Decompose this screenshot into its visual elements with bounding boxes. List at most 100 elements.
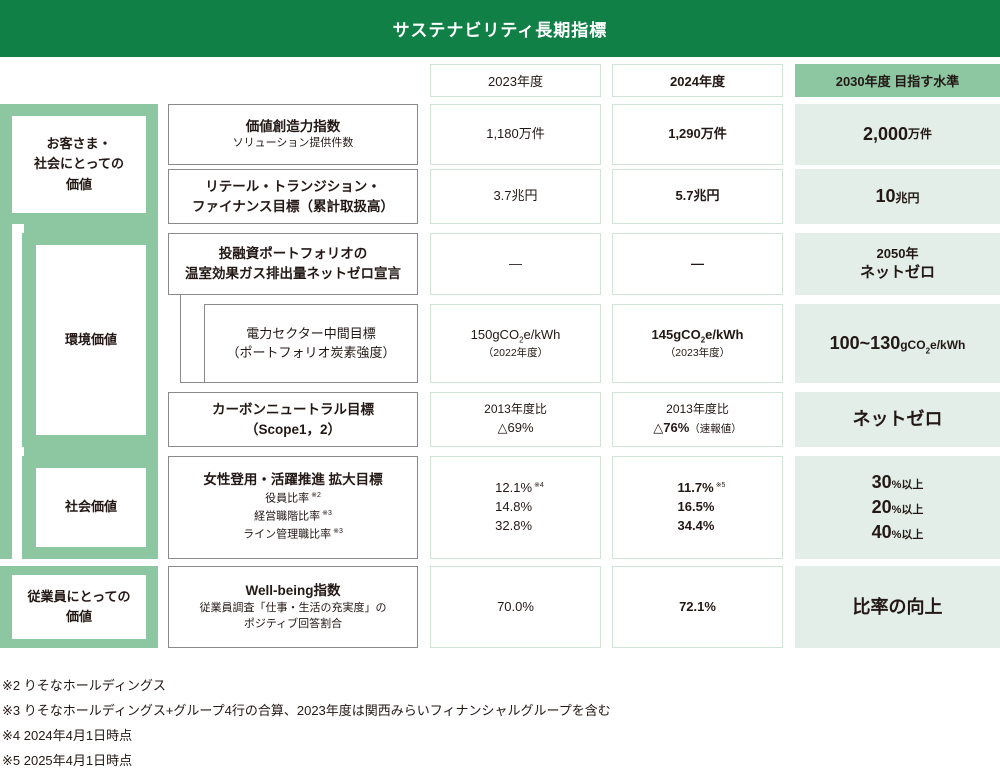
indicator-name: 価値創造力指数	[245, 118, 341, 134]
column-header-2024: 2024年度	[612, 64, 783, 97]
value-subscript: 2	[519, 335, 524, 345]
category-environment: 環境価値	[36, 245, 146, 435]
value-subscript: 2	[700, 335, 706, 345]
value-note: （2022年度）	[482, 346, 549, 359]
indicator-carbon-neutral: カーボンニュートラル目標 （Scope1，2）	[168, 392, 418, 447]
target-carbon-neutral: ネットゼロ	[795, 392, 1000, 447]
target-number: 2,000	[862, 124, 909, 145]
footnote-2: ※2 りそなホールディングス	[2, 678, 166, 693]
value-2023-power-sector: 150gCO2e/kWh （2022年度）	[430, 304, 601, 383]
category-customer-line-1: お客さま・	[46, 136, 112, 152]
indicator-name-line-1: カーボンニュートラル目標	[212, 401, 374, 417]
target-retail-transition: 10兆円	[795, 169, 1000, 224]
value-2024-power-sector: 145gCO2e/kWh （2023年度）	[612, 304, 783, 383]
target-unit: %以上	[891, 529, 924, 542]
target-number: 30	[871, 471, 892, 492]
indicator-name-line-2: 温室効果ガス排出量ネットゼロ宣言	[185, 266, 401, 281]
value-2024-wellbeing: 72.1%	[612, 566, 783, 648]
band-inner-gap	[12, 224, 24, 559]
value-2024-carbon-neutral: 2013年度比 △76%（速報値）	[612, 392, 783, 447]
page-title: サステナビリティ長期指標	[0, 0, 1000, 57]
value-executive: 11.7%	[677, 480, 714, 496]
target-unit: 兆円	[895, 191, 920, 206]
target-portfolio-netzero: 2050年 ネットゼロ	[795, 233, 1000, 295]
value-2024-value-creation: 1,290万件	[612, 104, 783, 165]
indicator-name-line-1: 電力セクター中間目標	[246, 325, 376, 341]
footnote-mark: ※2	[311, 491, 321, 499]
value-management: 14.8%	[495, 499, 533, 515]
indicator-name: Well-being指数	[245, 583, 341, 599]
indicator-value-creation: 価値創造力指数 ソリューション提供件数	[168, 104, 418, 165]
value-line-manager: 34.4%	[677, 517, 715, 533]
value-note: （2023年度）	[664, 346, 731, 359]
footnote-5: ※5 2025年4月1日時点	[2, 753, 133, 768]
indicator-retail-transition: リテール・トランジション・ ファイナンス目標（累計取扱高）	[168, 169, 418, 224]
sub-indicator-connector	[180, 295, 204, 383]
target-unit-subscript: 2	[925, 346, 931, 356]
footnote-4: ※4 2024年4月1日時点	[2, 728, 133, 743]
sub-label-executive: 役員比率	[265, 492, 310, 505]
column-header-2030-target: 2030年度 目指す水準	[795, 64, 1000, 97]
indicator-name-line-1: リテール・トランジション・	[205, 178, 381, 194]
footnote-mark: ※5	[715, 481, 726, 489]
value-executive: 12.1%	[495, 480, 533, 496]
target-value-creation: 2,000 万件	[795, 104, 1000, 165]
target-wellbeing: 比率の向上	[795, 566, 1000, 648]
value-2024-portfolio-netzero: —	[612, 233, 783, 295]
value-2023-portfolio-netzero: —	[430, 233, 601, 295]
value-management: 16.5%	[677, 499, 715, 515]
sub-label-line-manager: ライン管理職比率	[243, 529, 332, 542]
category-social: 社会価値	[36, 468, 146, 547]
indicator-sub-line-2: ポジティブ回答割合	[243, 617, 343, 630]
value-2023-women: 12.1% ※4 14.8% 32.8%	[430, 456, 601, 559]
sub-label-management: 経営職階比率	[254, 510, 321, 523]
target-number: 20	[871, 496, 892, 517]
category-employee: 従業員にとっての 価値	[12, 575, 146, 639]
value-part: e/kWh	[705, 326, 744, 342]
indicator-sub-line-1: 従業員調査「仕事・生活の充実度」の	[199, 601, 387, 614]
category-customer-line-2: 社会にとっての	[34, 156, 124, 172]
value-part: 145gCO	[651, 326, 701, 342]
target-unit: %以上	[891, 503, 924, 516]
footnote-3: ※3 りそなホールディングス+グループ4行の合算、2023年度は関西みらいフィナ…	[2, 703, 611, 718]
target-number: 10	[875, 186, 896, 207]
value-2024-women: 11.7% ※5 16.5% 34.4%	[612, 456, 783, 559]
value-line-2: △69%	[497, 419, 534, 435]
target-power-sector: 100~130gCO2e/kWh	[795, 304, 1000, 383]
indicator-name-line-2: （ポートフォリオ炭素強度）	[226, 344, 396, 360]
category-employee-line-1: 従業員にとっての	[27, 588, 131, 604]
target-unit: %以上	[891, 478, 924, 491]
footnote-mark: ※4	[534, 481, 544, 489]
target-unit: gCO	[900, 337, 926, 352]
indicator-women-advancement: 女性登用・活躍推進 拡大目標 役員比率 ※2 経営職階比率 ※3 ライン管理職比率 ※…	[168, 456, 418, 559]
indicator-name-line-1: 投融資ポートフォリオの	[218, 246, 368, 262]
target-number: 100~130	[829, 332, 901, 353]
target-unit: e/kWh	[930, 337, 966, 352]
value-note: （速報値）	[689, 422, 742, 435]
value-part: e/kWh	[523, 326, 561, 342]
value-2023-carbon-neutral: 2013年度比 △69%	[430, 392, 601, 447]
value-2023-value-creation: 1,180万件	[430, 104, 601, 165]
value-line-1: 2013年度比	[666, 402, 729, 417]
value-2024-retail-transition: 5.7兆円	[612, 169, 783, 224]
category-employee-line-2: 価値	[65, 609, 92, 624]
value-line-2: △76%	[653, 419, 690, 435]
indicator-name: 女性登用・活躍推進 拡大目標	[203, 472, 383, 488]
target-unit: 万件	[908, 126, 933, 141]
indicator-name-line-2: ファイナンス目標（累計取扱高）	[192, 198, 394, 214]
target-women: 30%以上 20%以上 40%以上	[795, 456, 1000, 559]
value-2023-retail-transition: 3.7兆円	[430, 169, 601, 224]
indicator-name-line-2: （Scope1，2）	[244, 421, 342, 437]
indicator-portfolio-netzero: 投融資ポートフォリオの 温室効果ガス排出量ネットゼロ宣言	[168, 233, 418, 295]
indicator-power-sector: 電力セクター中間目標 （ポートフォリオ炭素強度）	[204, 304, 418, 383]
indicator-sub: ソリューション提供件数	[232, 137, 354, 150]
value-line-manager: 32.8%	[495, 517, 533, 533]
column-header-2023: 2023年度	[430, 64, 601, 97]
value-line-1: 2013年度比	[484, 402, 547, 417]
value-part: 150gCO	[470, 326, 520, 342]
value-2023-wellbeing: 70.0%	[430, 566, 601, 648]
footnote-mark: ※3	[322, 510, 332, 518]
target-number: 40	[871, 522, 892, 543]
target-line-2: ネットゼロ	[859, 263, 935, 281]
category-customer-society: お客さま・ 社会にとっての 価値	[12, 116, 146, 213]
